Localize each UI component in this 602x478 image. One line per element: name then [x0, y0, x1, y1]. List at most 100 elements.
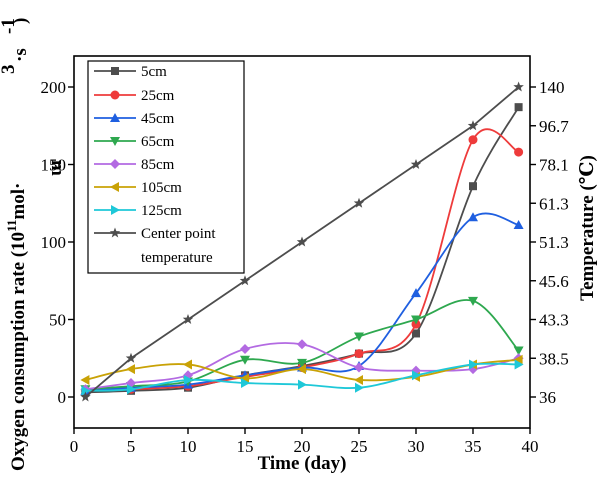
legend-label: 25cm	[141, 88, 175, 104]
y-tick-label-right: 36	[539, 388, 556, 407]
data-point	[514, 147, 524, 157]
data-point	[125, 352, 137, 363]
legend-marker	[110, 159, 120, 169]
axis-ticks: 0 5 10 15 20 25 30 35 40 0 50 100 150 200 36 38.5 43.3 45…	[41, 78, 570, 456]
data-point	[469, 182, 477, 191]
legend-marker	[110, 90, 120, 100]
data-point	[296, 236, 308, 247]
data-point	[297, 358, 307, 368]
y-axis-title-left-main: Oxygen consumption rate (10	[8, 232, 29, 471]
legend-label: 105cm	[141, 180, 182, 196]
legend-label: 5cm	[141, 64, 167, 80]
legend-item: 85cm	[94, 157, 175, 173]
y-tick-label-right: 51.3	[539, 233, 569, 252]
y-axis-title-left: Oxygen consumption rate (1011mol·	[4, 183, 29, 471]
data-point	[182, 314, 194, 324]
legend-label: 65cm	[141, 134, 175, 150]
legend-item: 25cm	[94, 88, 175, 104]
x-tick-label: 20	[294, 437, 311, 456]
y-tick-label-right: 61.3	[539, 194, 569, 213]
series-7	[81, 359, 524, 396]
data-point	[241, 378, 250, 389]
series-line	[85, 128, 520, 392]
legend-marker	[111, 205, 120, 215]
y-tick-label-right: 96.7	[539, 117, 569, 136]
data-point	[353, 197, 365, 208]
x-axis-title: Time (day)	[258, 453, 347, 474]
data-point	[354, 362, 364, 373]
legend-label: temperature	[141, 250, 213, 266]
y-tick-label-right: 78.1	[539, 156, 569, 175]
y-tick-label-left: 100	[41, 233, 67, 252]
data-point	[297, 364, 306, 375]
y-axis-title-left-unit: mol·	[8, 183, 29, 220]
data-point	[411, 315, 421, 325]
y-tick-label-right: 45.6	[539, 272, 569, 291]
y-axis-title-right: Temperature (℃)	[577, 155, 598, 301]
series-line	[85, 106, 520, 394]
data-point	[239, 275, 251, 286]
x-tick-label: 40	[522, 437, 539, 456]
data-point	[468, 135, 478, 145]
data-point	[240, 343, 250, 354]
y-axis-title-left-frag-paren: )	[10, 18, 31, 24]
legend-marker	[110, 137, 120, 146]
data-point	[469, 359, 478, 370]
legend-item: 125cm	[94, 203, 182, 219]
legend-item: 45cm	[94, 111, 175, 127]
y-tick-label-left: 50	[49, 311, 66, 330]
data-point	[298, 379, 307, 390]
y-tick-label-right: 140	[539, 78, 565, 97]
data-point	[411, 288, 421, 298]
legend-label: Center point	[141, 226, 216, 242]
data-point	[513, 81, 524, 92]
series-layer	[80, 81, 524, 402]
data-point	[240, 373, 249, 384]
x-tick-label: 35	[465, 437, 482, 456]
legend-marker	[109, 227, 121, 238]
series-line	[85, 212, 519, 392]
data-point	[468, 212, 478, 222]
legend-item: Center point temperature	[94, 226, 216, 266]
data-point	[81, 385, 91, 396]
data-point	[513, 219, 524, 229]
data-point	[240, 355, 250, 365]
legend-label: 45cm	[141, 111, 175, 127]
data-point	[80, 391, 91, 402]
y-axis-title-left-frag-m: m	[47, 160, 68, 176]
y-axis-title-left-frag-exp: -1	[0, 18, 19, 34]
x-tick-label: 5	[127, 437, 136, 456]
data-point	[354, 332, 364, 342]
legend-label: 125cm	[141, 203, 182, 219]
legend-item: 105cm	[94, 180, 182, 196]
data-point	[354, 374, 363, 385]
y-tick-label-left: 150	[41, 156, 67, 175]
legend-item: 5cm	[94, 64, 167, 80]
y-tick-label-right: 43.3	[539, 311, 569, 330]
data-point	[126, 364, 135, 375]
data-point	[514, 103, 523, 112]
data-point	[184, 374, 193, 385]
data-point	[297, 339, 307, 350]
data-point	[467, 120, 479, 131]
x-tick-label: 30	[408, 437, 425, 456]
x-tick-label: 15	[237, 437, 254, 456]
y-tick-label-left: 0	[58, 388, 67, 407]
data-point	[410, 159, 422, 169]
legend-marker	[111, 67, 119, 75]
series-6	[80, 354, 523, 385]
data-point	[468, 296, 478, 306]
y-axis-title-left-frag-s: ·s	[10, 48, 31, 62]
x-tick-label: 10	[180, 437, 197, 456]
y-tick-label-right: 38.5	[539, 349, 569, 368]
data-point	[80, 374, 90, 385]
series-8	[80, 81, 524, 402]
data-point	[183, 359, 192, 370]
data-point	[513, 354, 523, 365]
data-point	[513, 346, 524, 356]
y-tick-label-left: 200	[41, 78, 67, 97]
legend-item: 65cm	[94, 134, 175, 150]
data-point	[127, 384, 136, 395]
data-point	[354, 349, 364, 359]
legend-marker	[110, 113, 120, 122]
